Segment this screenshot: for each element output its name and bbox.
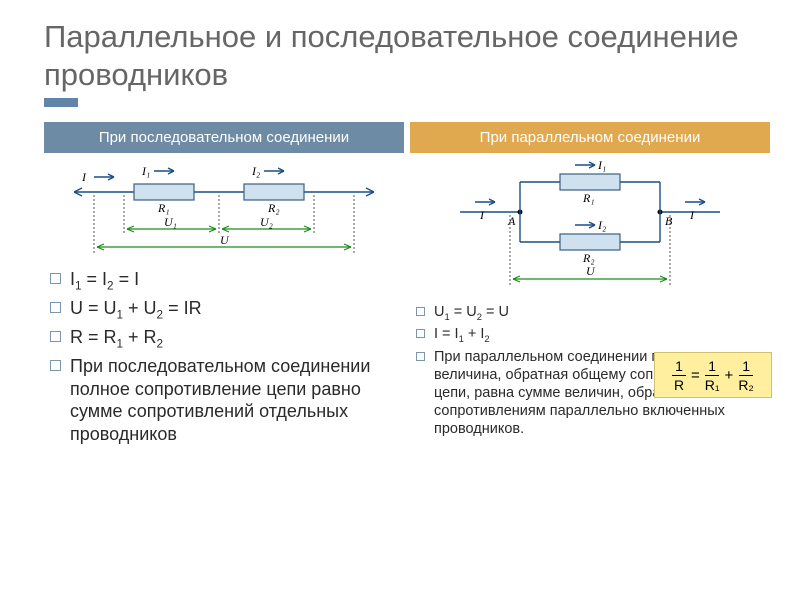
slide-title: Параллельное и последовательное соединен… [44, 18, 770, 94]
label-B: B [665, 214, 673, 228]
accent-bar [44, 98, 78, 107]
label-I2: I₂ [251, 164, 260, 178]
series-text: При последовательном соединении полное с… [50, 355, 404, 445]
series-diagram-wrap: I I₁ I₂ R₁ R₂ [44, 153, 404, 264]
header-parallel: При параллельном соединении [410, 122, 770, 153]
parallel-eq2: I = I1 + I2 [416, 325, 770, 345]
bullet-icon [50, 360, 61, 371]
slide: Параллельное и последовательное соединен… [0, 0, 800, 600]
column-series: При последовательном соединении [44, 122, 404, 449]
resistance-formula: 1R = 1R₁ + 1R₂ [670, 359, 756, 392]
label-U: U [220, 233, 230, 247]
label-pR2: R₂ [582, 251, 595, 265]
series-equations: I1 = I2 = I U = U1 + U2 = IR R = R1 + R2… [44, 264, 404, 446]
label-R1: R₁ [157, 201, 170, 215]
resistance-formula-box: 1R = 1R₁ + 1R₂ [654, 352, 772, 398]
bullet-icon [416, 307, 425, 316]
label-U1: U₁ [164, 215, 177, 229]
series-circuit-diagram: I I₁ I₂ R₁ R₂ [64, 157, 384, 262]
bullet-icon [416, 329, 425, 338]
parallel-eq1: U1 = U2 = U [416, 303, 770, 323]
label-pU: U [586, 264, 596, 278]
label-pR1: R₁ [582, 191, 595, 205]
label-pI-left: I [479, 208, 485, 222]
label-I1: I₁ [141, 164, 150, 178]
series-eq3: R = R1 + R2 [50, 326, 404, 352]
two-columns: При последовательном соединении [44, 122, 770, 449]
label-A: A [507, 214, 516, 228]
label-pI1: I₁ [597, 158, 606, 172]
series-eq1: I1 = I2 = I [50, 268, 404, 294]
column-parallel: При параллельном соединении [410, 122, 770, 449]
parallel-diagram-wrap: I I I₁ I₂ R₁ R₂ A B [410, 153, 770, 299]
parallel-circuit-diagram: I I I₁ I₂ R₁ R₂ A B [440, 157, 740, 297]
label-U2: U₂ [260, 215, 273, 229]
bullet-icon [416, 352, 425, 361]
label-I: I [81, 170, 87, 184]
label-R2: R₂ [267, 201, 280, 215]
series-eq2: U = U1 + U2 = IR [50, 297, 404, 323]
bullet-icon [50, 331, 61, 342]
bullet-icon [50, 273, 61, 284]
bullet-icon [50, 302, 61, 313]
label-pI2: I₂ [597, 218, 606, 232]
label-pI-right: I [689, 208, 695, 222]
header-series: При последовательном соединении [44, 122, 404, 153]
